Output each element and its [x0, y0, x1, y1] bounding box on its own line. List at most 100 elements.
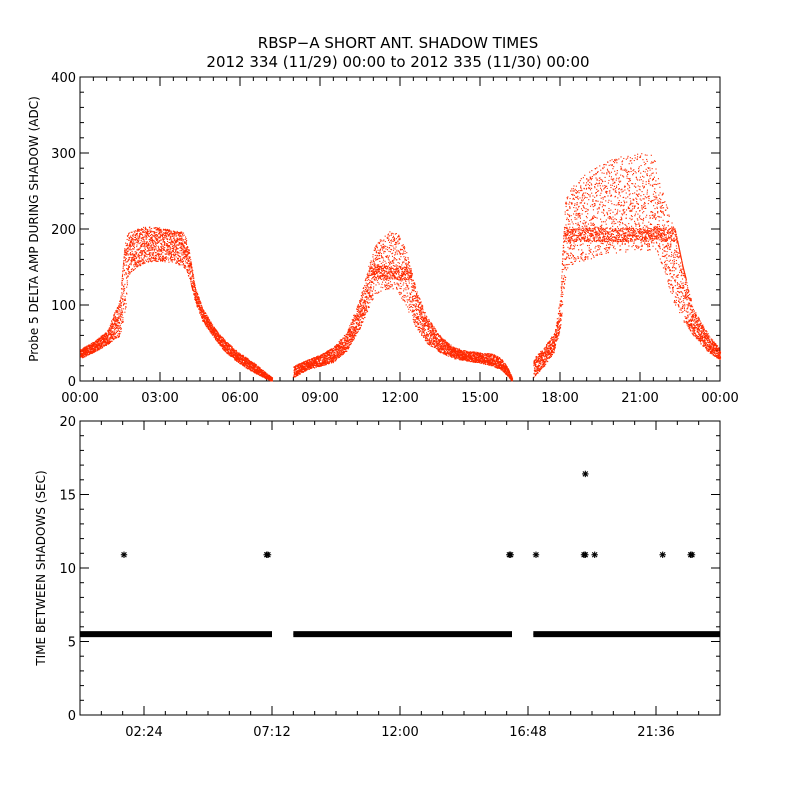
data-point [184, 267, 186, 269]
data-point [152, 243, 155, 245]
data-point [161, 245, 163, 247]
data-point [319, 363, 321, 365]
data-point [143, 236, 145, 238]
data-point [114, 321, 116, 323]
data-point [250, 365, 252, 367]
data-point [149, 237, 151, 239]
data-point [235, 350, 237, 352]
data-point [136, 232, 139, 234]
data-point [324, 359, 326, 361]
data-point [324, 354, 326, 357]
data-point [186, 270, 188, 272]
data-point [113, 338, 115, 340]
data-point [135, 233, 137, 236]
data-point [111, 326, 113, 328]
data-point [261, 368, 263, 371]
data-point [106, 336, 108, 339]
data-point [105, 332, 107, 334]
data-point [322, 359, 324, 361]
data-point [188, 267, 190, 269]
data-point [173, 254, 175, 256]
data-point [185, 242, 187, 244]
data-point [137, 239, 139, 241]
data-point [189, 252, 191, 254]
data-point [196, 305, 198, 307]
data-point [106, 337, 108, 339]
data-point [309, 362, 311, 364]
data-point [182, 260, 185, 262]
data-point [91, 350, 93, 352]
data-point [137, 259, 139, 262]
data-point [239, 360, 241, 362]
data-point [308, 366, 311, 368]
data-point [115, 324, 117, 326]
data-point [120, 313, 122, 315]
data-point [169, 250, 171, 252]
data-point [158, 233, 160, 235]
data-point [114, 317, 116, 319]
data-point [209, 319, 211, 321]
data-point [149, 228, 151, 230]
data-point [208, 327, 210, 329]
data-point [98, 340, 100, 342]
data-point [167, 231, 169, 233]
data-point [128, 258, 131, 260]
data-point [121, 282, 123, 284]
data-point [150, 233, 153, 235]
data-point [133, 258, 135, 261]
data-point [112, 336, 114, 338]
data-point [116, 326, 118, 328]
data-point [194, 290, 196, 292]
data-point [206, 322, 208, 325]
data-point [331, 348, 333, 351]
data-point [115, 332, 117, 334]
data-point [316, 361, 318, 363]
data-point [315, 360, 317, 362]
data-point [119, 301, 122, 303]
data-point [113, 323, 115, 325]
data-point [322, 355, 324, 357]
data-point [226, 344, 228, 346]
data-point [170, 260, 172, 262]
data-point [268, 379, 270, 381]
data-point [257, 365, 259, 367]
data-point [133, 239, 136, 241]
data-point [175, 233, 177, 235]
data-point [148, 248, 150, 250]
data-point [114, 333, 116, 335]
data-point [99, 348, 101, 350]
data-point [98, 347, 100, 349]
data-point [91, 348, 93, 351]
data-point [128, 266, 130, 268]
data-point [189, 256, 191, 258]
data-point [133, 258, 136, 260]
data-point [120, 305, 123, 307]
data-point [100, 335, 102, 337]
data-point [293, 374, 295, 376]
data-point [305, 362, 307, 364]
data-point [104, 338, 106, 340]
data-point [169, 237, 171, 239]
data-point [188, 264, 191, 266]
data-point [315, 360, 317, 362]
data-point [222, 348, 224, 350]
data-point [160, 229, 162, 231]
data-point [85, 346, 87, 348]
data-point [180, 247, 182, 249]
data-point [101, 341, 103, 343]
data-point [181, 237, 183, 240]
data-point [330, 355, 332, 357]
data-point [309, 360, 311, 362]
data-point [211, 326, 213, 328]
data-point [319, 357, 321, 359]
data-point [186, 239, 188, 242]
data-point [99, 337, 101, 340]
data-point [135, 257, 137, 259]
data-point [220, 343, 222, 346]
data-point [242, 354, 244, 356]
data-point [311, 366, 313, 368]
data-point [246, 359, 248, 361]
data-point [100, 340, 102, 342]
data-point [158, 246, 160, 248]
data-point [187, 269, 189, 271]
